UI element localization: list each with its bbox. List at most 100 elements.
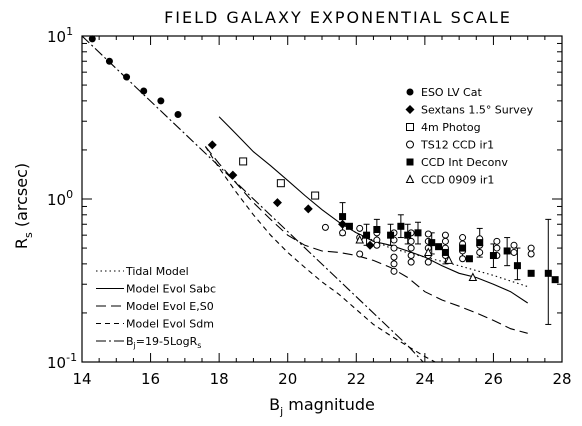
point-open-circle: [373, 241, 381, 249]
chart-title: FIELD GALAXY EXPONENTIAL SCALE: [164, 8, 512, 27]
plot-frame: [81, 35, 563, 363]
point-filled-square: [363, 231, 371, 239]
point-open-circle: [459, 234, 467, 242]
curve-solid: [218, 116, 529, 304]
point-filled-square: [387, 231, 395, 239]
point-filled-diamond: [272, 198, 282, 208]
x-tick-label: 16: [141, 370, 160, 388]
point-filled-square: [527, 269, 535, 277]
curve-short-dash: [204, 146, 436, 362]
point-open-circle: [510, 248, 518, 256]
point-open-circle: [493, 237, 501, 245]
points-legend: ESO LV Cat Sextans 1.5° Survey 4m Photog TS…: [405, 86, 534, 187]
point-open-circle: [407, 252, 415, 260]
point-open-circle: [407, 258, 415, 266]
legend-label: CCD 0909 ir1: [421, 174, 494, 187]
legend-label: Sextans 1.5° Survey: [421, 104, 534, 117]
x-axis-label: Bj magnitude: [269, 395, 375, 418]
point-filled-circle: [157, 97, 165, 105]
point-filled-square: [476, 239, 484, 247]
point-filled-square: [459, 244, 467, 252]
lines-legend: Tidal Model Model Evol Sabc Model Evol E,S…: [96, 265, 216, 350]
legend-marker-filled-circle: [406, 88, 414, 96]
legend-line-label: Model Evol E,S0: [126, 300, 214, 313]
point-open-triangle: [444, 255, 454, 264]
point-open-circle: [339, 229, 347, 237]
point-open-circle: [424, 258, 432, 266]
point-filled-circle: [174, 110, 182, 118]
point-open-circle: [407, 244, 415, 252]
point-filled-square: [503, 247, 511, 255]
x-tick-label: 18: [210, 370, 229, 388]
x-tick-label: 24: [415, 370, 434, 388]
legend-marker-open-circle: [406, 140, 414, 149]
curve-long-dash: [204, 146, 528, 334]
point-filled-square: [345, 222, 353, 230]
point-open-circle: [459, 255, 467, 263]
point-filled-diamond: [338, 219, 348, 229]
point-filled-circle: [140, 87, 148, 95]
y-tick-label: 101: [47, 25, 73, 46]
data-points: [88, 35, 559, 284]
x-tick-label: 26: [484, 370, 503, 388]
point-open-circle: [356, 250, 364, 258]
x-tick-label: 28: [552, 370, 571, 388]
point-filled-diamond: [303, 204, 313, 214]
point-open-triangle: [468, 272, 478, 281]
point-open-triangle: [423, 247, 433, 256]
point-filled-square: [465, 255, 473, 263]
plot-border: [81, 35, 563, 363]
legend-marker-filled-square: [406, 158, 414, 166]
point-filled-square: [339, 213, 347, 221]
x-tick-label: 20: [278, 370, 297, 388]
point-filled-square: [435, 243, 443, 251]
legend-line-label: Tidal Model: [125, 265, 189, 278]
point-filled-circle: [88, 35, 96, 43]
point-open-circle: [476, 248, 484, 256]
point-open-circle: [407, 237, 415, 245]
point-open-circle: [493, 244, 501, 252]
point-open-circle: [356, 224, 364, 232]
point-filled-square: [513, 262, 521, 270]
point-open-circle: [390, 267, 398, 275]
point-filled-diamond: [365, 240, 375, 250]
x-tick-label: 22: [347, 370, 366, 388]
point-open-circle: [441, 237, 449, 245]
legend-line-label: Model Evol Sdm: [126, 318, 214, 331]
point-open-circle: [321, 223, 329, 231]
point-filled-square: [428, 239, 436, 247]
point-filled-square: [551, 276, 559, 284]
point-open-circle: [424, 230, 432, 238]
legend-line-label: Model Evol Sabc: [126, 283, 216, 296]
point-open-circle: [390, 244, 398, 252]
model-curves: [82, 36, 529, 362]
y-tick-label: 10-1: [47, 351, 77, 372]
y-axis-label: Rs (arcsec): [12, 163, 35, 249]
point-filled-square: [544, 269, 552, 277]
legend-label: CCD Int Deconv: [421, 156, 508, 169]
point-open-circle: [390, 253, 398, 261]
point-open-triangle: [355, 234, 365, 244]
point-open-circle: [527, 244, 535, 252]
point-open-square: [239, 157, 248, 166]
point-open-circle: [510, 241, 518, 249]
legend-marker-open-square: [406, 123, 414, 131]
point-filled-circle: [105, 57, 113, 65]
legend-line-label: Bj=19-5LogRs: [126, 335, 201, 350]
legend-label: TS12 CCD ir1: [420, 139, 494, 152]
point-filled-square: [489, 252, 497, 260]
point-filled-circle: [123, 73, 131, 81]
x-tick-label: 14: [72, 370, 91, 388]
y-tick-label: 100: [47, 188, 73, 209]
point-filled-diamond: [228, 170, 238, 180]
point-open-circle: [390, 260, 398, 268]
point-filled-square: [414, 229, 422, 237]
legend-marker-filled-diamond: [405, 105, 415, 114]
curve-dash-dot: [82, 36, 424, 362]
axes: 14 16 18 20 22 24 26 28 101 100 10-1 Bj magnitude Rs…: [12, 25, 572, 418]
legend-marker-open-triangle: [405, 174, 415, 183]
point-filled-square: [441, 248, 449, 256]
point-open-square: [311, 191, 320, 200]
